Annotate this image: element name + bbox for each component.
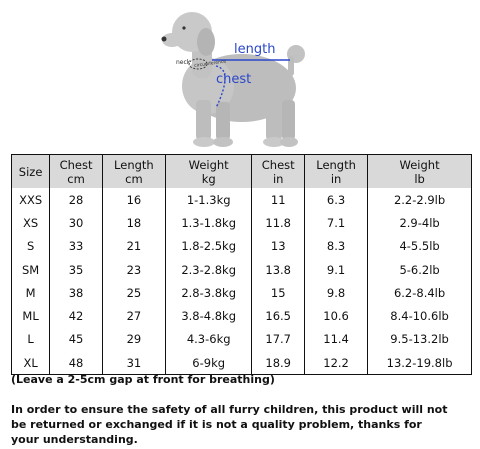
cell-chest-cm: 35 (49, 257, 103, 282)
cell-size: SM (10, 257, 50, 282)
cell-length-cm: 25 (101, 281, 166, 305)
cell-length-in: 8.3 (304, 234, 368, 258)
cell-length-in: 7.1 (304, 211, 368, 235)
header-weight-kg: Weight kg (164, 154, 252, 188)
cell-weight-lb: 5-6.2lb (367, 257, 472, 282)
dog-measurement-diagram: length chest neck circumference (150, 4, 310, 154)
cell-length-cm: 23 (101, 257, 166, 282)
table-row: M 38 25 2.8-3.8kg 15 9.8 6.2-8.4lb (10, 281, 472, 305)
cell-length-in: 9.1 (304, 257, 368, 282)
cell-chest-in: 13.8 (251, 257, 305, 282)
cell-chest-in: 18.9 (251, 351, 305, 376)
table-header-row: Size Chest cm Length cm Weight kg Chest in L… (10, 154, 472, 188)
cell-length-cm: 27 (101, 304, 166, 328)
cell-length-in: 9.8 (304, 281, 368, 305)
table-row: XS 30 18 1.3-1.8kg 11.8 7.1 2.9-4lb (10, 211, 472, 235)
table-row: SM 35 23 2.3-2.8kg 13.8 9.1 5-6.2lb (10, 257, 472, 282)
cell-length-in: 11.4 (304, 327, 368, 352)
cell-weight-kg: 1-1.3kg (164, 188, 252, 212)
cell-weight-kg: 3.8-4.8kg (164, 304, 252, 328)
table-row: ML 42 27 3.8-4.8kg 16.5 10.6 8.4-10.6lb (10, 304, 472, 328)
poodle-silhouette-icon (161, 12, 305, 147)
cell-chest-in: 16.5 (251, 304, 305, 328)
cell-size: XXS (10, 188, 50, 212)
cell-chest-cm: 48 (49, 351, 103, 376)
cell-size: L (10, 327, 50, 352)
header-chest-cm: Chest cm (49, 154, 103, 188)
cell-size: ML (10, 304, 50, 328)
cell-weight-kg: 2.3-2.8kg (164, 257, 252, 282)
cell-chest-cm: 45 (49, 327, 103, 352)
header-weight-lb: Weight lb (367, 154, 472, 188)
table-row: XL 48 31 6-9kg 18.9 12.2 13.2-19.8lb (10, 351, 472, 376)
cell-weight-kg: 6-9kg (164, 351, 252, 376)
cell-chest-in: 17.7 (251, 327, 305, 352)
cell-weight-kg: 1.3-1.8kg (164, 211, 252, 235)
cell-weight-lb: 2.2-2.9lb (367, 188, 472, 212)
cell-weight-kg: 2.8-3.8kg (164, 281, 252, 305)
cell-chest-cm: 42 (49, 304, 103, 328)
cell-chest-in: 15 (251, 281, 305, 305)
cell-size: S (10, 234, 50, 258)
cell-weight-kg: 1.8-2.5kg (164, 234, 252, 258)
cell-weight-lb: 2.9-4lb (367, 211, 472, 235)
cell-size: XL (10, 351, 50, 376)
cell-weight-lb: 13.2-19.8lb (367, 351, 472, 376)
table-row: L 45 29 4.3-6kg 17.7 11.4 9.5-13.2lb (10, 327, 472, 352)
neck-label: neck (176, 59, 191, 66)
cell-length-in: 10.6 (304, 304, 368, 328)
cell-length-cm: 18 (101, 211, 166, 235)
cell-length-cm: 21 (101, 234, 166, 258)
cell-weight-lb: 8.4-10.6lb (367, 304, 472, 328)
cell-chest-in: 11 (251, 188, 305, 212)
breathing-gap-note: (Leave a 2-5cm gap at front for breathin… (11, 373, 275, 386)
cell-length-cm: 16 (101, 188, 166, 212)
cell-chest-cm: 33 (49, 234, 103, 258)
header-length-in: Length in (304, 154, 368, 188)
cell-chest-cm: 28 (49, 188, 103, 212)
cell-length-cm: 29 (101, 327, 166, 352)
cell-length-in: 6.3 (304, 188, 368, 212)
size-chart-table: Size Chest cm Length cm Weight kg Chest in L… (10, 154, 472, 376)
cell-size: M (10, 281, 50, 305)
cell-length-in: 12.2 (304, 351, 368, 376)
cell-chest-in: 11.8 (251, 211, 305, 235)
cell-length-cm: 31 (101, 351, 166, 376)
header-length-cm: Length cm (101, 154, 166, 188)
header-size: Size (10, 154, 50, 188)
cell-chest-in: 13 (251, 234, 305, 258)
return-policy-note: In order to ensure the safety of all fur… (11, 403, 448, 446)
cell-chest-cm: 30 (49, 211, 103, 235)
cell-chest-cm: 38 (49, 281, 103, 305)
cell-size: XS (10, 211, 50, 235)
table-row: S 33 21 1.8-2.5kg 13 8.3 4-5.5lb (10, 234, 472, 258)
cell-weight-lb: 9.5-13.2lb (367, 327, 472, 352)
cell-weight-lb: 6.2-8.4lb (367, 281, 472, 305)
cell-weight-lb: 4-5.5lb (367, 234, 472, 258)
chest-label: chest (216, 72, 252, 87)
cell-weight-kg: 4.3-6kg (164, 327, 252, 352)
table-row: XXS 28 16 1-1.3kg 11 6.3 2.2-2.9lb (10, 188, 472, 212)
length-label: length (234, 42, 276, 57)
header-chest-in: Chest in (251, 154, 305, 188)
